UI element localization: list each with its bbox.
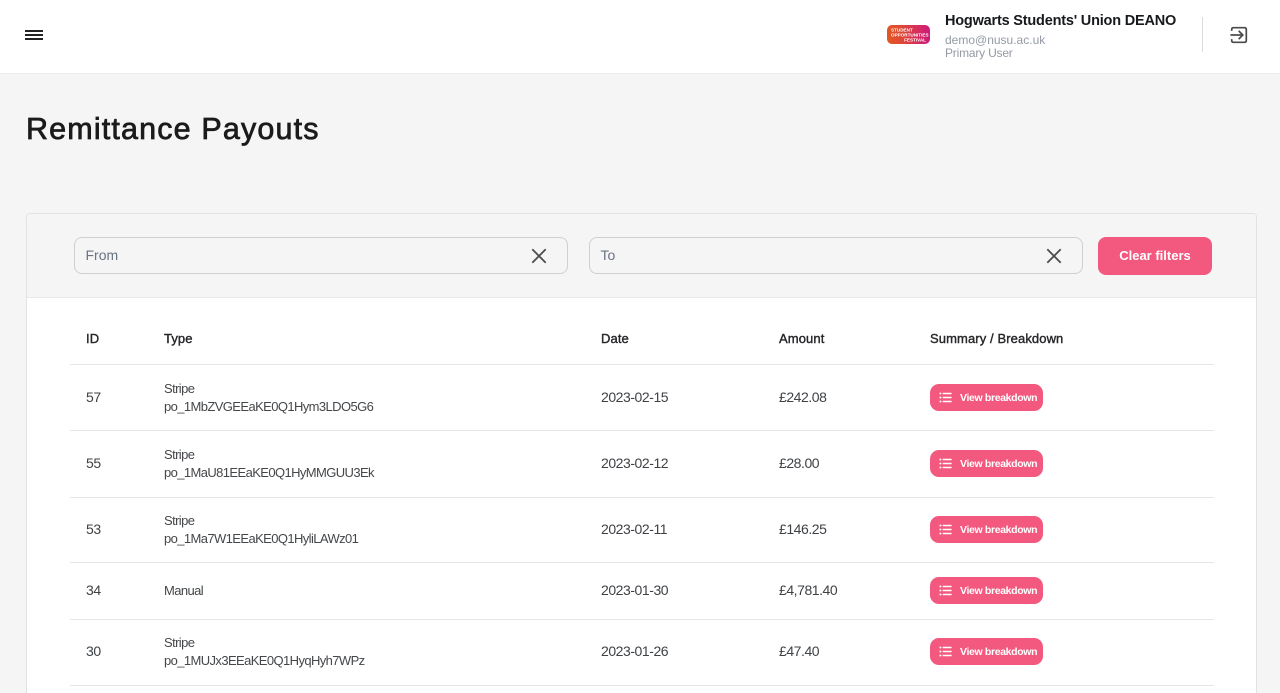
svg-text:STUDENT: STUDENT bbox=[891, 28, 913, 33]
svg-text:OPPORTUNITIES: OPPORTUNITIES bbox=[891, 33, 929, 38]
svg-text:FESTIVAL: FESTIVAL bbox=[904, 38, 926, 43]
